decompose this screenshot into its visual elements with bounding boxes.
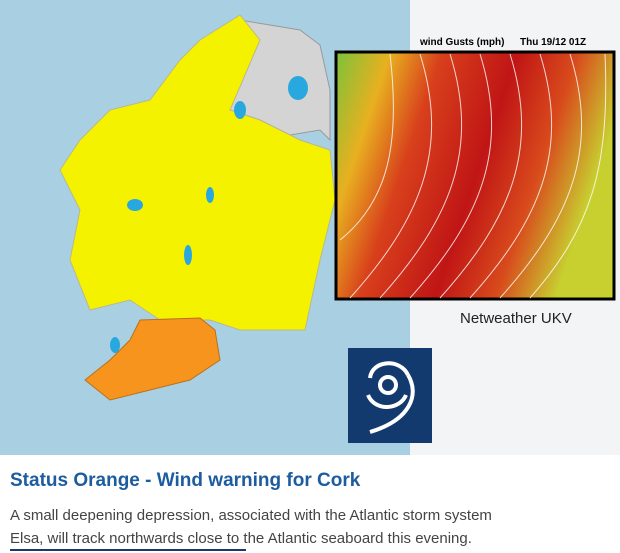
inset-title: wind Gusts (mph) [419,37,504,48]
underline [10,549,246,551]
streamlines [339,53,607,299]
lakes [110,76,308,353]
cork [84,317,221,401]
ireland [59,14,336,331]
logo-swirl [366,361,415,434]
body-text: A small deepening depression, associated… [10,504,492,550]
wind-inset [334,50,616,301]
inset-time: Thu 19/12 01Z [520,37,586,48]
body-line: Elsa, will track northwards close to the… [10,530,472,547]
map: wind Gusts (mph) Thu 19/12 01Z Netweathe… [0,0,620,455]
credit: Netweather UKV [460,310,572,327]
body-line: A small deepening depression, associated… [10,507,492,524]
headline: Status Orange - Wind warning for Cork [10,470,361,491]
